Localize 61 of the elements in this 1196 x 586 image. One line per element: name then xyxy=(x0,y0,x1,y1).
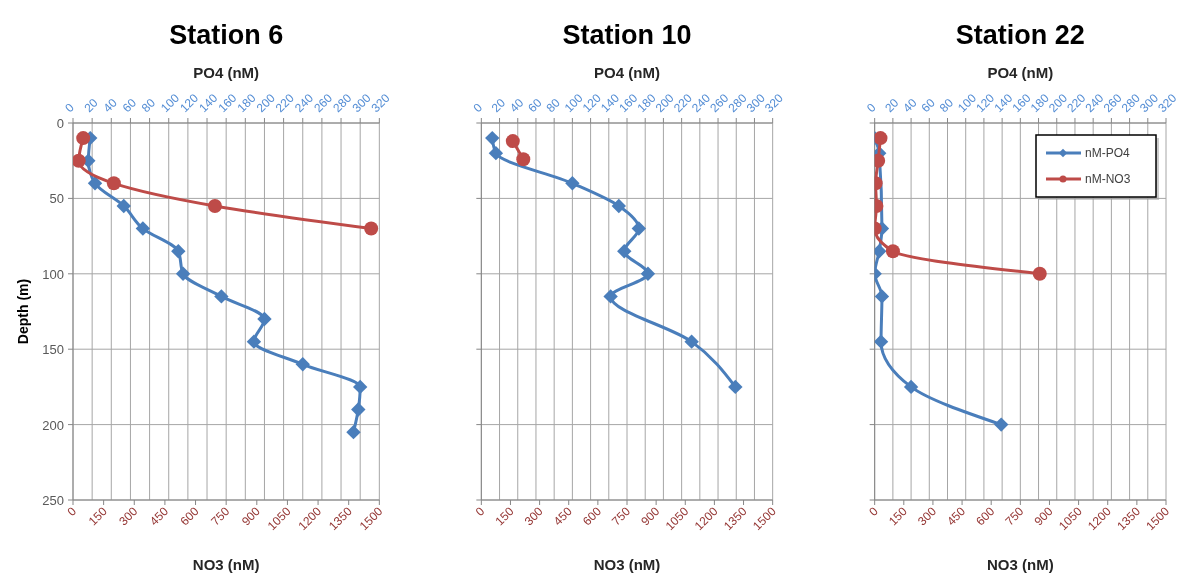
x-tick-label: 300 xyxy=(914,504,940,529)
x-tick-label: 600 xyxy=(177,504,202,529)
y-axis-title: Depth (m) xyxy=(15,278,31,345)
x-tick-label: 750 xyxy=(609,504,634,529)
x2-tick-label: 80 xyxy=(543,95,563,116)
y-tick-label: 200 xyxy=(42,417,64,433)
x2-axis-title: PO4 (nM) xyxy=(594,64,660,81)
x-tick-label: 150 xyxy=(85,504,110,529)
x-tick-label: 300 xyxy=(116,504,141,529)
point xyxy=(106,176,121,191)
x2-tick-label: 20 xyxy=(882,95,902,116)
x2-axis-title: PO4 (nM) xyxy=(987,64,1054,81)
x2-tick-label: 60 xyxy=(918,95,939,116)
y-tick-label: 100 xyxy=(42,266,64,282)
x2-tick-label: 60 xyxy=(525,95,545,116)
legend-label: nM-PO4 xyxy=(1085,146,1130,160)
point xyxy=(874,153,886,168)
x2-tick-label: 60 xyxy=(119,95,140,116)
x-tick-label: 450 xyxy=(944,504,969,529)
x2-tick-label: 0 xyxy=(62,100,78,116)
x2-tick-label: 40 xyxy=(506,95,527,116)
point xyxy=(874,131,888,146)
point xyxy=(73,153,86,168)
x-tick-label: 0 xyxy=(64,504,80,519)
y-tick-label: 50 xyxy=(49,191,64,207)
x-tick-label: 150 xyxy=(492,504,517,529)
x-tick-label: 0 xyxy=(866,504,882,519)
x-tick-label: 900 xyxy=(238,504,264,529)
chart-title: Station 10 xyxy=(562,20,692,50)
x2-tick-label: 20 xyxy=(81,95,101,116)
chart-title: Station 6 xyxy=(169,20,284,50)
x-tick-label: 450 xyxy=(550,504,576,529)
x-tick-label: 450 xyxy=(146,504,172,529)
point xyxy=(207,198,222,213)
x2-axis-title: PO4 (nM) xyxy=(193,64,260,81)
x-tick-label: 900 xyxy=(1031,504,1056,529)
x-tick-label: 600 xyxy=(973,504,998,529)
y-tick-label: 150 xyxy=(42,342,64,358)
x-axis-title: NO3 (nM) xyxy=(987,556,1054,573)
x2-tick-label: 0 xyxy=(863,100,879,116)
x2-tick-label: 80 xyxy=(936,95,957,116)
x2-tick-label: 40 xyxy=(100,95,121,116)
chart-title: Station 22 xyxy=(955,20,1085,50)
x-tick-label: 750 xyxy=(208,504,233,529)
x-tick-label: 300 xyxy=(521,504,546,529)
x-axis-title: NO3 (nM) xyxy=(192,556,260,573)
x2-tick-label: 0 xyxy=(470,100,486,116)
x-axis-title: NO3 (nM) xyxy=(593,556,661,573)
x-tick-label: 900 xyxy=(638,504,663,529)
x-tick-label: 150 xyxy=(885,504,911,529)
x-tick-label: 0 xyxy=(472,504,488,519)
point xyxy=(364,221,379,236)
y-tick-label: 0 xyxy=(56,116,64,131)
y-tick-label: 250 xyxy=(42,493,64,508)
x2-tick-label: 20 xyxy=(488,95,509,116)
legend-label: nM-NO3 xyxy=(1085,172,1131,186)
x-tick-label: 750 xyxy=(1002,504,1027,529)
x2-tick-label: 80 xyxy=(138,95,159,116)
x-tick-label: 600 xyxy=(579,504,605,529)
x2-tick-label: 40 xyxy=(900,95,920,116)
point xyxy=(76,131,91,146)
